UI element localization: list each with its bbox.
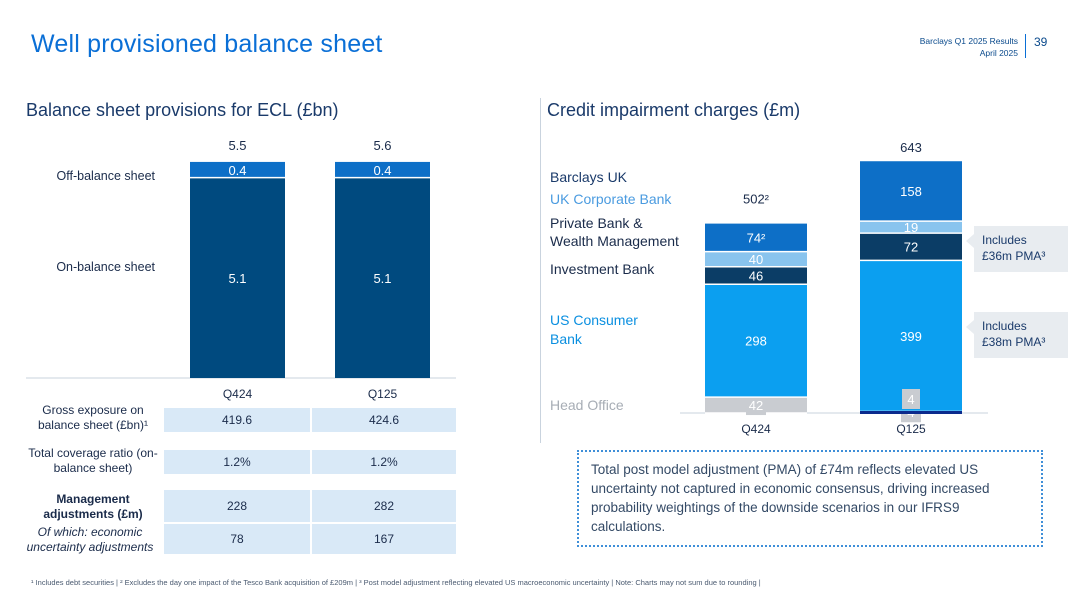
impairment-bar-investment-bank-q424 <box>705 266 807 285</box>
section-divider <box>540 98 541 443</box>
impairment-bar-label: 19 <box>904 220 918 235</box>
header-divider <box>1025 34 1026 58</box>
mgmt-adjustments-label: Management adjustments (£m) <box>43 492 143 521</box>
ecl-legend-on-balance: On-balance sheet <box>56 260 155 274</box>
impairment-bar-label: 42 <box>749 398 763 413</box>
coverage-q424: 1.2% <box>164 450 310 474</box>
impairment-bar-label: 298 <box>745 334 767 349</box>
impairment-bar-us-consumer-bank-q125 <box>860 260 962 412</box>
impairment-bar-barclays-uk-q424 <box>705 223 807 252</box>
impairment-total-q424: 502² <box>743 192 770 207</box>
impairment-legend-3: Wealth Management <box>550 233 679 249</box>
report-date: April 2025 <box>979 48 1018 58</box>
callout-bottom-pointer <box>966 320 974 334</box>
ecl-section-title: Balance sheet provisions for ECL (£bn) <box>26 100 339 120</box>
econ-uncertainty-label: Of which: economic uncertainty adjustmen… <box>26 525 154 554</box>
impairment-bar-label: 399 <box>900 329 922 344</box>
impairment-bar-uk-corporate-bank-q125 <box>860 221 962 234</box>
ecl-chart: 5.1 0.4 5.5 Q424 5.1 0.4 5.6 Q125 On-balance she… <box>26 138 456 401</box>
ecl-legend-off-balance: Off-balance sheet <box>57 169 156 183</box>
callout-top: Includes £36m PMA³ <box>974 226 1068 272</box>
impairment-total-q125: 643 <box>900 140 922 155</box>
impairment-bar-label: 46 <box>749 269 763 284</box>
impairment-ho-q125-label: 4 <box>907 392 914 407</box>
report-name: Barclays Q1 2025 Results <box>919 36 1018 46</box>
callout-pointers <box>966 234 974 334</box>
ecl-bar-label: 0.4 <box>228 163 246 178</box>
econ-q125: 167 <box>312 524 456 554</box>
impairment-category-q424: Q424 <box>741 422 771 436</box>
impairment-legend-7: Head Office <box>550 397 624 413</box>
ecl-bar-off-q125 <box>335 161 430 178</box>
impairment-bar-label: 74² <box>747 231 766 246</box>
ecl-bar-on-q424 <box>190 177 285 378</box>
ecl-category-q125: Q125 <box>368 387 398 401</box>
ecl-total-q424: 5.5 <box>228 138 246 153</box>
mgmt-q424: 228 <box>164 490 310 522</box>
impairment-legend-2: Private Bank & <box>550 215 643 231</box>
coverage-q125: 1.2% <box>312 450 456 474</box>
impairment-ho-q125-box <box>902 389 920 409</box>
impairment-section-title: Credit impairment charges (£m) <box>547 100 801 120</box>
ecl-total-q125: 5.6 <box>373 138 391 153</box>
ecl-bar-label: 0.4 <box>373 163 391 178</box>
impairment-bar-label: 40 <box>749 252 763 267</box>
impairment-bar-us-consumer-bank-q424 <box>705 284 807 398</box>
impairment-bar-uk-corporate-bank-q424 <box>705 251 807 267</box>
callout-top-pointer <box>966 234 974 248</box>
econ-q424: 78 <box>164 524 310 554</box>
impairment-legend-1: UK Corporate Bank <box>550 191 672 207</box>
impairment-bar-label: 72 <box>904 240 918 255</box>
ecl-bar-on-q125 <box>335 177 430 378</box>
gross-exposure-q424: 419.6 <box>164 408 310 432</box>
coverage-label: Total coverage ratio (on-balance sheet) <box>28 446 158 475</box>
impairment-legend-4: Investment Bank <box>550 261 655 277</box>
page-number: 39 <box>1034 35 1048 49</box>
gross-exposure-q125: 424.6 <box>312 408 456 432</box>
impairment-bar-investment-bank-q125 <box>860 233 962 261</box>
impairment-chart: 42298464074²502²Q424439972191584643Q125B… <box>550 140 988 436</box>
ecl-bar-label: 5.1 <box>228 271 246 286</box>
report-info: Barclays Q1 2025 Results April 2025 <box>920 35 1018 59</box>
impairment-label-bg <box>746 397 766 416</box>
callout-bottom: Includes £38m PMA³ <box>974 312 1068 358</box>
impairment-legend-6: Bank <box>550 331 583 347</box>
impairment-legend-0: Barclays UK <box>550 169 628 185</box>
impairment-bar-barclays-uk-q125 <box>860 161 962 222</box>
gross-exposure-label: Gross exposure on balance sheet (£bn)¹ <box>37 403 149 432</box>
mgmt-q125: 282 <box>312 490 456 522</box>
impairment-legend-5: US Consumer <box>550 312 638 328</box>
pma-note-box: Total post model adjustment (PMA) of £74… <box>577 450 1043 547</box>
ecl-category-q424: Q424 <box>223 387 253 401</box>
impairment-category-q125: Q125 <box>896 422 926 436</box>
impairment-bar-label: 158 <box>900 184 922 199</box>
impairment-ho-q125-line <box>860 411 962 414</box>
ecl-bar-off-q424 <box>190 161 285 178</box>
page-title: Well provisioned balance sheet <box>31 30 383 58</box>
ecl-bar-label: 5.1 <box>373 271 391 286</box>
footnotes: ¹ Includes debt securities | ² Excludes … <box>31 578 761 587</box>
